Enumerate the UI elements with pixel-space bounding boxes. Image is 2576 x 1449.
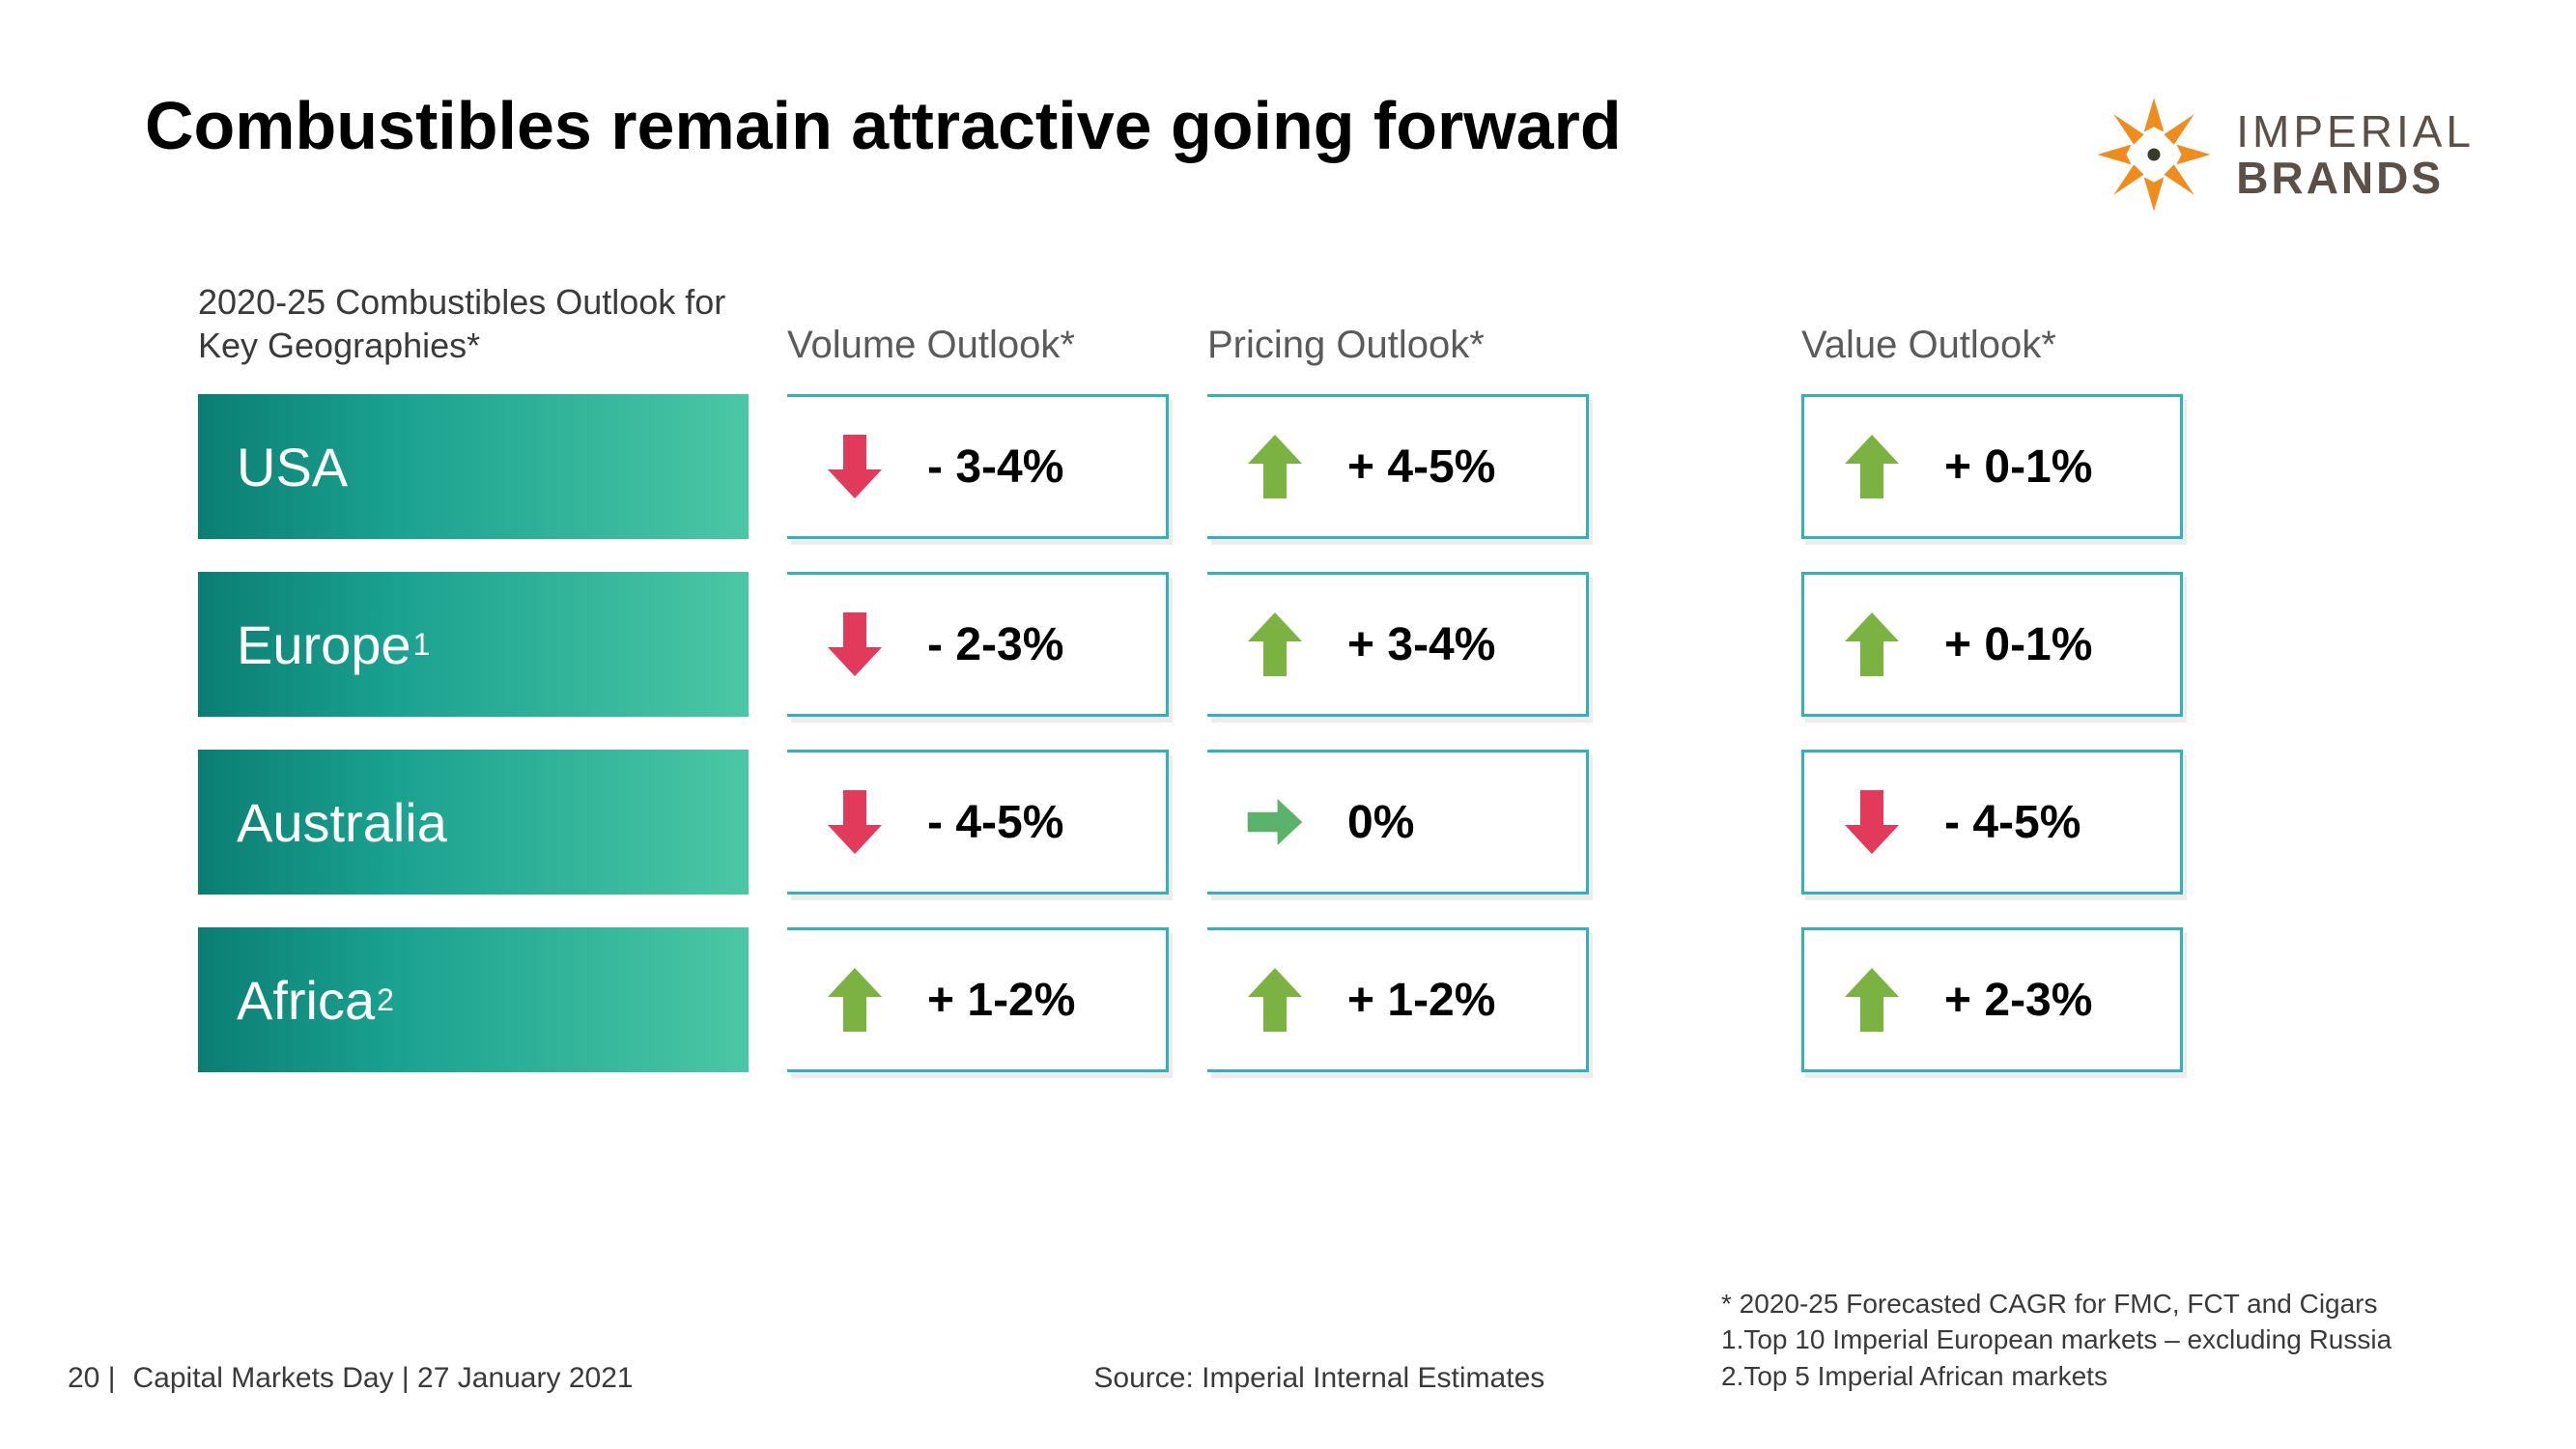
pricing-cell: + 1-2% [1207,927,1589,1072]
slide-title: Combustibles remain attractive going for… [145,87,1622,164]
outlook-table: 2020-25 Combustibles Outlook for Key Geo… [198,280,2475,1105]
geography-superscript: 2 [377,982,394,1018]
logo-line2: BRANDS [2236,155,2475,201]
logo-starburst-icon [2091,92,2217,217]
volume-value: - 2-3% [927,618,1063,671]
event-label: Capital Markets Day | 27 January 2021 [133,1362,634,1395]
spacer [1628,572,1763,717]
value-cell: + 0-1% [1801,572,2183,717]
pricing-value: 0% [1347,796,1414,849]
logo-line1: IMPERIAL [2236,108,2475,155]
pricing-cell: + 4-5% [1207,394,1589,539]
footnotes: * 2020-25 Forecasted CAGR for FMC, FCT a… [1721,1286,2475,1395]
geography-label: Europe [237,613,411,676]
pricing-value: + 1-2% [1347,974,1495,1027]
arrow-down-icon [826,788,884,856]
geography-label: Africa [237,969,375,1032]
volume-cell: + 1-2% [787,927,1169,1072]
volume-cell: - 2-3% [787,572,1169,717]
arrow-down-icon [1843,788,1901,856]
volume-value: - 3-4% [927,440,1063,494]
arrow-up-icon [826,966,884,1034]
slide-footer: 20 | Capital Markets Day | 27 January 20… [68,1286,2475,1395]
arrow-up-icon [1246,433,1304,500]
arrow-up-icon [1246,966,1304,1034]
volume-cell: - 4-5% [787,750,1169,895]
geography-cell: Australia [198,750,749,895]
arrow-down-icon [826,433,884,500]
brand-logo: IMPERIAL BRANDS [2091,92,2475,217]
pricing-cell: + 3-4% [1207,572,1589,717]
spacer [1628,927,1763,1072]
geography-cell: Europe1 [198,572,749,717]
header-value: Value Outlook* [1801,324,2183,367]
logo-text: IMPERIAL BRANDS [2236,108,2475,202]
spacer [1628,394,1763,539]
geography-cell: Africa2 [198,927,749,1072]
arrow-up-icon [1843,611,1901,678]
table-row: USA - 3-4% + 4-5% + 0-1% [198,394,2475,539]
geography-label: Australia [237,791,447,854]
geography-cell: USA [198,394,749,539]
table-row: Europe1 - 2-3% + 3-4% + 0-1% [198,572,2475,717]
arrow-down-icon [826,611,884,678]
arrow-up-icon [1843,966,1901,1034]
header-pricing: Pricing Outlook* [1207,324,1589,367]
spacer [1628,750,1763,895]
volume-cell: - 3-4% [787,394,1169,539]
footnote-cagr: * 2020-25 Forecasted CAGR for FMC, FCT a… [1721,1286,2475,1322]
table-row: Africa2 + 1-2% + 1-2% + 2-3% [198,927,2475,1072]
value-value: + 2-3% [1944,974,2092,1027]
geography-superscript: 1 [413,627,431,663]
arrow-up-icon [1246,611,1304,678]
volume-value: + 1-2% [927,974,1075,1027]
value-cell: + 0-1% [1801,394,2183,539]
value-cell: + 2-3% [1801,927,2183,1072]
source-label: Source: Imperial Internal Estimates [1093,1362,1544,1395]
pricing-value: + 3-4% [1347,618,1495,671]
column-headers: 2020-25 Combustibles Outlook for Key Geo… [198,280,2475,367]
value-value: + 0-1% [1944,618,2092,671]
value-value: - 4-5% [1944,796,2081,849]
footnote-africa: 2.Top 5 Imperial African markets [1721,1358,2475,1395]
volume-value: - 4-5% [927,796,1063,849]
page-number: 20 | [68,1362,116,1395]
value-cell: - 4-5% [1801,750,2183,895]
footnote-europe: 1.Top 10 Imperial European markets – exc… [1721,1321,2475,1358]
arrow-right-icon [1246,788,1304,856]
header-volume: Volume Outlook* [787,324,1169,367]
header-geography: 2020-25 Combustibles Outlook for Key Geo… [198,280,749,367]
pricing-value: + 4-5% [1347,440,1495,494]
geography-label: USA [237,436,348,498]
value-value: + 0-1% [1944,440,2092,494]
arrow-up-icon [1843,433,1901,500]
table-row: Australia - 4-5% 0% - 4-5% [198,750,2475,895]
pricing-cell: 0% [1207,750,1589,895]
